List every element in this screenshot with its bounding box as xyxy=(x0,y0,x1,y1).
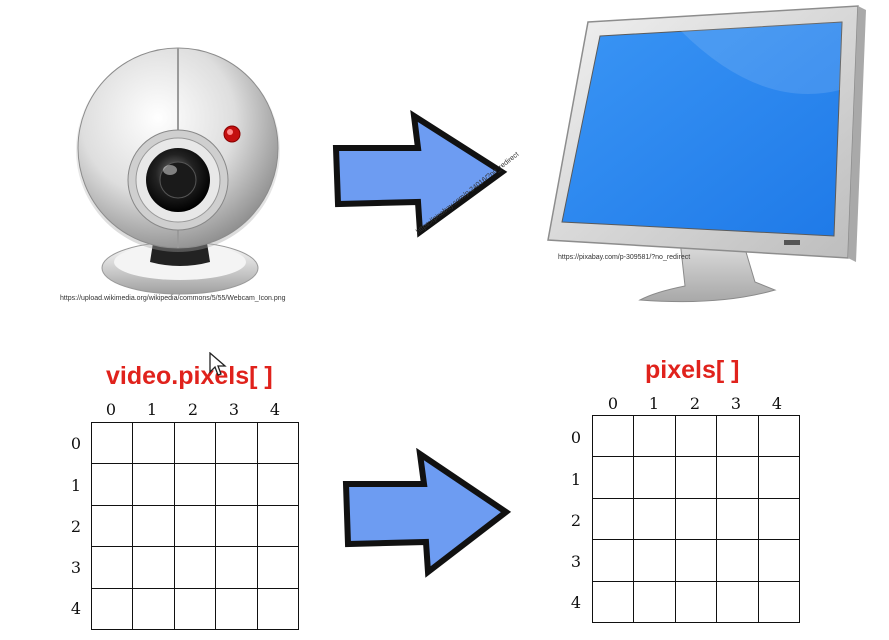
grid-cell xyxy=(675,540,718,582)
mouse-cursor-icon xyxy=(209,352,227,376)
grid-cell xyxy=(257,588,299,630)
grid-cell xyxy=(758,581,800,623)
right-column-label: 0 xyxy=(607,394,619,413)
grid-cell xyxy=(133,423,175,465)
grid-cell xyxy=(257,505,299,548)
left-row-label: 1 xyxy=(70,476,82,495)
grid-cell xyxy=(717,498,759,541)
webcam-source-credit: https://upload.wikimedia.org/wikipedia/c… xyxy=(60,295,286,302)
grid-cell xyxy=(216,547,258,589)
grid-cell xyxy=(216,588,258,630)
grid-cell xyxy=(174,423,217,465)
grid-cell xyxy=(257,423,299,465)
grid-cell xyxy=(675,416,718,458)
grid-cell xyxy=(758,416,800,458)
grid-cell xyxy=(216,464,258,506)
webcam-icon xyxy=(76,47,280,295)
grid-cell xyxy=(593,581,635,623)
grid-cell xyxy=(717,416,759,458)
arrow-right-icon xyxy=(332,110,508,238)
left-pixel-grid xyxy=(91,422,299,630)
grid-cell xyxy=(717,540,759,582)
grid-cell xyxy=(92,588,134,630)
monitor-source-credit: https://pixabay.com/p-309581/?no_redirec… xyxy=(558,254,691,261)
grid-cell xyxy=(593,416,635,458)
right-row-label: 2 xyxy=(570,511,582,530)
grid-cell xyxy=(634,416,676,458)
left-row-label: 2 xyxy=(70,517,82,536)
grid-cell xyxy=(593,498,635,541)
left-column-label: 3 xyxy=(228,400,240,419)
grid-cell xyxy=(174,464,217,506)
right-column-label: 3 xyxy=(730,394,742,413)
left-column-label: 1 xyxy=(146,400,158,419)
grid-cell xyxy=(717,581,759,623)
grid-cell xyxy=(758,457,800,499)
grid-cell xyxy=(174,588,217,630)
grid-cell xyxy=(593,540,635,582)
grid-cell xyxy=(133,588,175,630)
grid-cell xyxy=(675,498,718,541)
right-row-label: 1 xyxy=(570,470,582,489)
grid-cell xyxy=(133,547,175,589)
grid-cell xyxy=(257,547,299,589)
left-row-label: 0 xyxy=(70,434,82,453)
left-column-label: 0 xyxy=(105,400,117,419)
grid-cell xyxy=(216,505,258,548)
grid-cell xyxy=(634,581,676,623)
left-column-label: 2 xyxy=(187,400,199,419)
grid-cell xyxy=(133,464,175,506)
grid-cell xyxy=(717,457,759,499)
grid-cell xyxy=(675,581,718,623)
right-column-label: 2 xyxy=(689,394,701,413)
grid-cell xyxy=(758,540,800,582)
right-pixel-grid xyxy=(592,415,800,623)
monitor-icon xyxy=(547,5,866,303)
grid-cell xyxy=(92,423,134,465)
right-column-label: 4 xyxy=(771,394,783,413)
grid-cell xyxy=(634,540,676,582)
grid-cell xyxy=(593,457,635,499)
left-row-label: 3 xyxy=(70,558,82,577)
grid-cell xyxy=(92,505,134,548)
left-grid-title: video.pixels[ ] xyxy=(106,362,273,390)
grid-cell xyxy=(634,498,676,541)
grid-cell xyxy=(634,457,676,499)
right-row-label: 4 xyxy=(570,593,582,612)
grid-cell xyxy=(133,505,175,548)
left-row-label: 4 xyxy=(70,599,82,618)
left-column-label: 4 xyxy=(269,400,281,419)
grid-cell xyxy=(216,423,258,465)
grid-cell xyxy=(92,464,134,506)
grid-cell xyxy=(758,498,800,541)
right-column-label: 1 xyxy=(648,394,660,413)
grid-cell xyxy=(174,505,217,548)
grid-cell xyxy=(257,464,299,506)
grid-cell xyxy=(675,457,718,499)
right-row-label: 3 xyxy=(570,552,582,571)
right-grid-title: pixels[ ] xyxy=(645,356,740,384)
grid-cell xyxy=(92,547,134,589)
arrow-right-icon xyxy=(342,448,512,578)
right-row-label: 0 xyxy=(570,428,582,447)
grid-cell xyxy=(174,547,217,589)
